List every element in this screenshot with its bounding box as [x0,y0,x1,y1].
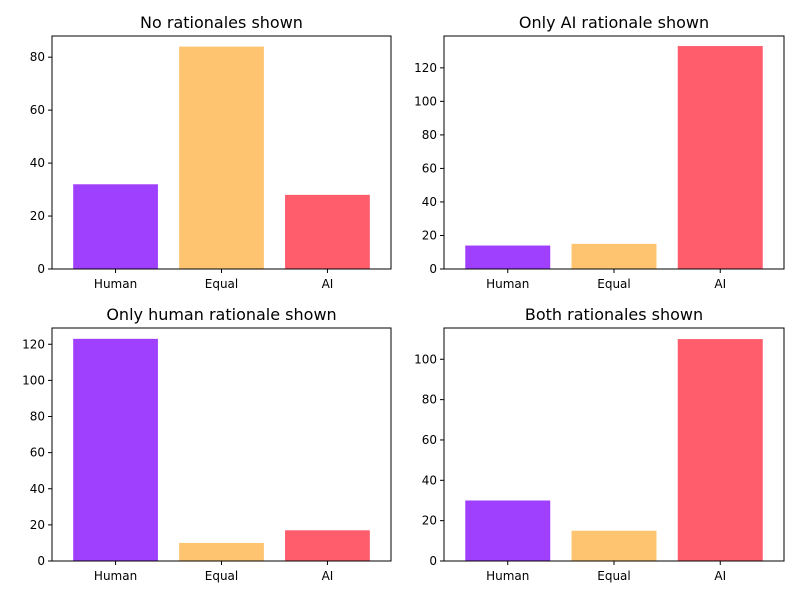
bar-ai [677,339,763,561]
subplot-no-rationales: No rationales shown 0 20 40 60 80 Human Equal… [30,13,392,291]
x-tick-label-human: Human [486,277,529,291]
y-tick-label: 100 [22,373,45,387]
bar-equal [179,542,264,561]
bar-group [73,338,370,561]
x-tick-label-ai: AI [714,569,726,583]
x-tick-label-human: Human [94,277,137,291]
x-tick-label-ai: AI [322,569,334,583]
bar-human [465,500,551,561]
y-tick-label: 60 [422,433,437,447]
y-tick-label: 40 [30,156,45,170]
x-tick-label-equal: Equal [205,277,239,291]
y-tick-label: 20 [422,514,437,528]
y-tick-label: 40 [422,195,437,209]
bar-group [465,339,763,561]
y-tick-label: 80 [30,410,45,424]
y-tick-label: 80 [422,128,437,142]
y-tick-label: 120 [414,61,437,75]
bar-equal [571,530,657,561]
x-axis: Human Equal AI [486,561,726,583]
y-tick-label: 20 [422,228,437,242]
x-tick-label-human: Human [486,569,529,583]
bar-human [465,245,551,269]
x-tick-label-ai: AI [322,277,334,291]
y-tick-label: 100 [414,352,437,366]
x-axis: Human Equal AI [486,269,726,291]
bar-equal [179,46,264,269]
plot-frame [443,327,785,562]
y-tick-label: 0 [37,262,45,276]
subplot-title: No rationales shown [140,13,303,32]
subplot-title: Only AI rationale shown [519,13,709,32]
bar-group [465,46,763,269]
subplot-both-rationales: Both rationales shown 0 20 40 60 80 100 Human… [414,305,785,583]
bar-human [73,184,158,269]
y-tick-label: 40 [422,473,437,487]
x-axis: Human Equal AI [94,269,333,291]
y-tick-label: 0 [429,554,437,568]
y-tick-label: 100 [414,94,437,108]
y-tick-label: 60 [30,103,45,117]
bar-equal [571,243,657,269]
y-tick-label: 20 [30,209,45,223]
bar-ai [285,530,370,561]
plot-frame [443,35,785,270]
subplot-title: Only human rationale shown [106,305,336,324]
plot-frame [51,327,392,562]
y-tick-label: 80 [30,50,45,64]
y-tick-label: 0 [429,262,437,276]
y-tick-label: 20 [30,518,45,532]
y-tick-label: 60 [422,161,437,175]
subplot-only-ai-rationale: Only AI rationale shown 020406080100120 … [414,13,785,291]
y-axis: 0 20 40 60 80 100 120 [414,61,444,276]
x-tick-label-human: Human [94,569,137,583]
x-tick-label-equal: Equal [597,277,631,291]
x-axis: Human Equal AI [94,561,333,583]
y-tick-label: 120 [22,337,45,351]
y-tick-label: 40 [30,482,45,496]
y-axis: 0 20 40 60 80 100 [414,352,444,568]
y-tick-label: 60 [30,446,45,460]
y-axis: 0 20 40 60 80 [30,50,52,276]
bar-human [73,338,158,561]
subplot-title: Both rationales shown [525,305,703,324]
bar-ai [285,194,370,269]
plot-frame [51,35,392,270]
y-tick-label: 80 [422,393,437,407]
y-tick-label: 0 [37,554,45,568]
bar-group [73,46,370,269]
bar-ai [677,46,763,269]
x-tick-label-equal: Equal [597,569,631,583]
y-axis: 0 20 40 60 80 100 120 [22,337,52,568]
x-tick-label-ai: AI [714,277,726,291]
x-tick-label-equal: Equal [205,569,239,583]
subplot-only-human-rationale: Only human rationale shown 0 20 40 60 80 100 1… [22,305,392,583]
